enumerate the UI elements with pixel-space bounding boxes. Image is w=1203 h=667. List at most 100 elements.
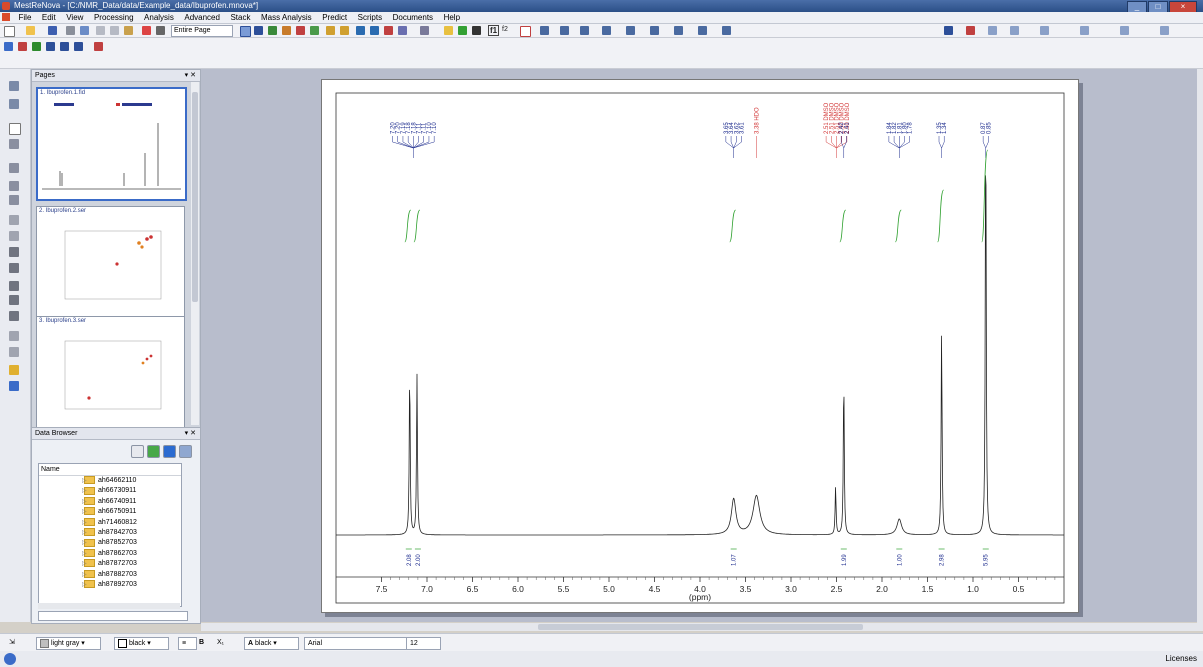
report-tool-icon[interactable] bbox=[9, 365, 19, 375]
frame-tool-icon[interactable] bbox=[9, 195, 19, 205]
undo-icon[interactable] bbox=[142, 26, 151, 35]
report-icon[interactable] bbox=[966, 26, 975, 35]
multiplet-icon[interactable] bbox=[326, 26, 335, 35]
maximize-button[interactable]: □ bbox=[1148, 1, 1168, 13]
print-preview-icon[interactable] bbox=[80, 26, 89, 35]
remove-icon[interactable] bbox=[179, 445, 192, 458]
print-icon[interactable] bbox=[66, 26, 75, 35]
reference-icon[interactable] bbox=[580, 26, 589, 35]
data-browser-pin-close-icon[interactable]: ▾ ✕ bbox=[184, 430, 196, 437]
zero-fill-icon[interactable] bbox=[626, 26, 635, 35]
expand-arrow-icon[interactable]: ▷ bbox=[82, 561, 87, 568]
peak-table-icon[interactable] bbox=[944, 26, 953, 35]
workspace-hscroll[interactable] bbox=[201, 623, 1197, 631]
gear-tool-icon[interactable] bbox=[9, 281, 19, 291]
workspace-vscroll[interactable] bbox=[1197, 69, 1203, 631]
expand-arrow-icon[interactable]: ▷ bbox=[82, 540, 87, 547]
save-icon[interactable] bbox=[48, 26, 57, 35]
pointer-icon[interactable] bbox=[4, 42, 13, 51]
menu-advanced[interactable]: Advanced bbox=[184, 13, 220, 22]
align-icon[interactable]: ≡ bbox=[178, 637, 197, 650]
integrate-icon[interactable] bbox=[310, 26, 319, 35]
symbol-tool-icon[interactable] bbox=[9, 311, 19, 321]
expand-arrow-icon[interactable]: ▷ bbox=[82, 509, 87, 516]
pages-scrollbar[interactable] bbox=[191, 82, 199, 425]
new-document-icon[interactable] bbox=[4, 26, 15, 37]
fid-icon[interactable] bbox=[722, 26, 731, 35]
data-tree-hscroll[interactable] bbox=[38, 603, 180, 609]
magnet-tool-icon[interactable] bbox=[9, 295, 19, 305]
expand-arrow-icon[interactable]: ▷ bbox=[82, 498, 87, 505]
data-browser-search-input[interactable] bbox=[38, 611, 188, 621]
spectrum-tool-icon[interactable] bbox=[9, 163, 19, 173]
tree-item[interactable]: ▷ ah87892703 bbox=[39, 580, 181, 590]
prediction-icon[interactable] bbox=[1120, 26, 1129, 35]
f2-axis-button[interactable]: f2 bbox=[502, 26, 508, 33]
apodization-icon[interactable] bbox=[602, 26, 611, 35]
tree-item[interactable]: ▷ ah87872703 bbox=[39, 559, 181, 569]
menu-stack[interactable]: Stack bbox=[230, 13, 251, 22]
tree-item[interactable]: ▷ ah71460812 bbox=[39, 517, 181, 528]
refresh-icon[interactable] bbox=[147, 445, 160, 458]
menu-documents[interactable]: Documents bbox=[392, 13, 434, 22]
distribute-tool-icon[interactable] bbox=[9, 231, 19, 241]
scissors-tool-icon[interactable] bbox=[9, 247, 19, 257]
edit-tool-icon[interactable] bbox=[9, 181, 19, 191]
tree-item[interactable]: ▷ ah66740911 bbox=[39, 496, 181, 507]
subscript-icon[interactable]: X₁ bbox=[217, 639, 225, 646]
structure-icon[interactable] bbox=[356, 26, 365, 35]
align-tool-icon[interactable] bbox=[9, 215, 19, 225]
expand-arrow-icon[interactable]: ▷ bbox=[82, 529, 87, 536]
app-menu-icon[interactable] bbox=[2, 13, 10, 21]
menu-scripts[interactable]: Scripts bbox=[357, 13, 383, 22]
verify-icon[interactable] bbox=[1160, 26, 1169, 35]
arrow-tool-icon[interactable] bbox=[18, 42, 27, 51]
manual-multiplet-icon[interactable] bbox=[340, 26, 349, 35]
expand-arrow-icon[interactable]: ▷ bbox=[82, 550, 87, 557]
assign-icon[interactable] bbox=[370, 26, 379, 35]
paste-icon[interactable] bbox=[124, 26, 133, 35]
tree-item[interactable]: ▷ ah87852703 bbox=[39, 538, 181, 548]
molecule-icon[interactable] bbox=[1080, 26, 1089, 35]
export-tool-icon[interactable] bbox=[9, 381, 19, 391]
cut-icon[interactable] bbox=[96, 26, 105, 35]
box-tool-icon[interactable] bbox=[9, 123, 21, 135]
ppm-unit-icon[interactable] bbox=[520, 26, 531, 37]
crosshair-tool-icon[interactable] bbox=[9, 263, 19, 273]
tree-item[interactable]: ▷ ah87862703 bbox=[39, 548, 181, 559]
layout-icon[interactable] bbox=[420, 26, 429, 35]
expand-arrow-icon[interactable]: ▷ bbox=[82, 581, 87, 588]
copy-icon[interactable] bbox=[110, 26, 119, 35]
bold-icon[interactable]: B bbox=[199, 639, 205, 646]
page-thumbnail-1[interactable]: 1. Ibuprofen.1.fid bbox=[36, 87, 187, 201]
line-color-select[interactable]: black ▾ bbox=[114, 637, 169, 650]
page-thumbnail-2[interactable]: 2. Ibuprofen.2.ser bbox=[36, 206, 185, 318]
highlight-tool-icon[interactable] bbox=[94, 42, 103, 51]
chart-type-icon[interactable] bbox=[398, 26, 407, 35]
menu-help[interactable]: Help bbox=[443, 13, 461, 22]
expand-arrow-icon[interactable]: ▷ bbox=[82, 488, 87, 495]
shape-tool-icon[interactable] bbox=[74, 42, 83, 51]
tree-item[interactable]: ▷ ah87842703 bbox=[39, 528, 181, 538]
tree-item[interactable]: ▷ ah66730911 bbox=[39, 486, 181, 496]
menu-predict[interactable]: Predict bbox=[322, 13, 348, 22]
text-color-select[interactable]: A black ▾ bbox=[244, 637, 299, 650]
fit-page-icon[interactable] bbox=[240, 26, 251, 37]
baseline-icon[interactable] bbox=[560, 26, 569, 35]
redo-icon[interactable] bbox=[156, 26, 165, 35]
zoom-out-icon[interactable] bbox=[268, 26, 277, 35]
pan-icon[interactable] bbox=[282, 26, 291, 35]
menu-processing[interactable]: Processing bbox=[93, 13, 134, 22]
ft-icon[interactable] bbox=[650, 26, 659, 35]
nmr-spectrum[interactable]: 7.5 7.0 6.5 6.0 5.5 5.0 4.5 4.0 3.5 3.0 2.5 2.0 1.5 1… bbox=[322, 80, 1078, 612]
tree-item[interactable]: ▷ ah64662110 bbox=[39, 476, 181, 486]
symmetrize-icon[interactable] bbox=[674, 26, 683, 35]
pin-close-icon[interactable]: ▾ ✕ bbox=[184, 72, 196, 79]
expand-arrow-icon[interactable]: ▷ bbox=[82, 519, 87, 526]
note-tool-icon[interactable] bbox=[9, 331, 19, 341]
phase-icon[interactable] bbox=[540, 26, 549, 35]
open-folder-icon[interactable] bbox=[26, 26, 35, 35]
menu-file[interactable]: File bbox=[18, 13, 32, 22]
document-page[interactable]: 7.5 7.0 6.5 6.0 5.5 5.0 4.5 4.0 3.5 3.0 2.5 2.0 1.5 1… bbox=[321, 79, 1079, 613]
font-family-select[interactable]: Arial bbox=[304, 637, 409, 650]
